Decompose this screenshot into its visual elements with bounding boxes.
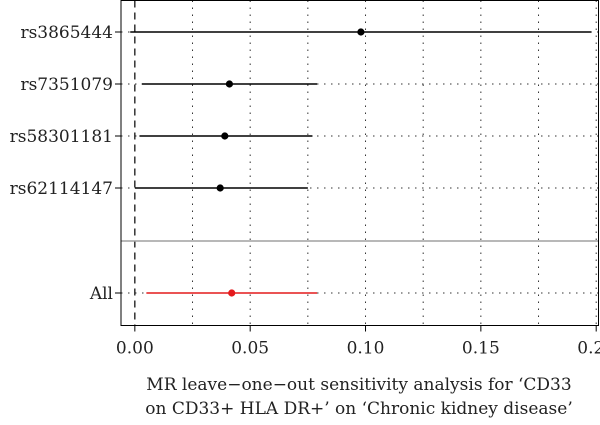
point-layer — [216, 28, 365, 297]
grid-layer — [121, 0, 599, 326]
x-tick-label: 0.15 — [462, 339, 500, 359]
snp-label-rs58301181: rs58301181 — [10, 127, 113, 147]
x-tick-label: 0.05 — [231, 339, 269, 359]
overall-label: All — [89, 284, 113, 304]
category-labels: rs3865444 rs7351079 rs58301181 rs62114147 Al… — [10, 23, 121, 304]
x-axis-label-line-2: on CD33+ HLA DR+’ on ‘Chronic kidney dis… — [145, 399, 572, 419]
plot-frame — [120, 0, 599, 326]
snp-label-rs3865444: rs3865444 — [20, 23, 113, 43]
point-estimate-overall — [228, 289, 236, 297]
x-axis-label-line-1: MR leave−one−out sensitivity analysis fo… — [146, 375, 571, 395]
point-estimate-rs3865444 — [357, 28, 365, 36]
point-estimate-rs58301181 — [221, 132, 229, 140]
point-estimate-rs62114147 — [216, 184, 224, 192]
x-tick-label: 0.10 — [347, 339, 385, 359]
point-estimate-rs7351079 — [225, 80, 234, 88]
snp-label-rs7351079: rs7351079 — [20, 75, 113, 95]
interval-layer — [130, 31, 592, 294]
x-tick-label: 0.00 — [116, 339, 154, 359]
x-axis: 0.00 0.05 0.10 0.15 0.20 — [116, 325, 600, 359]
x-tick-label: 0.20 — [577, 339, 600, 359]
snp-label-rs62114147: rs62114147 — [10, 179, 113, 199]
